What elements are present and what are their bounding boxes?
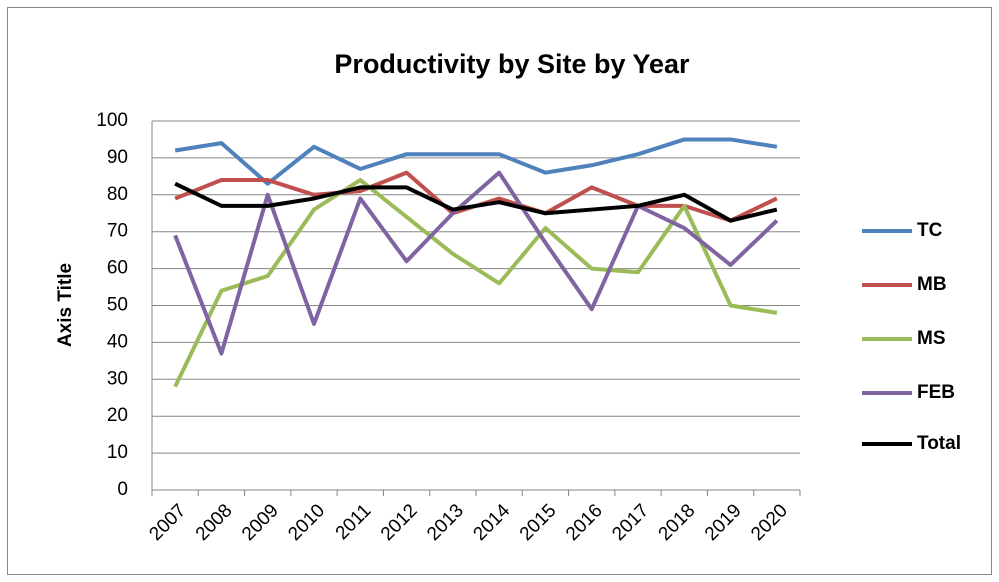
y-tick-label: 10 — [107, 442, 128, 463]
legend-label: TC — [917, 220, 943, 241]
y-tick-label: 70 — [107, 221, 128, 242]
y-tick-label: 0 — [117, 479, 128, 500]
series-line — [174, 137, 778, 186]
y-tick-label: 40 — [107, 331, 128, 352]
y-tick-label: 20 — [107, 405, 128, 426]
chart-title: Productivity by Site by Year — [334, 49, 690, 79]
series-line — [174, 181, 778, 223]
y-tick-label: 30 — [107, 368, 128, 389]
legend-label: MS — [917, 328, 946, 349]
y-tick-label: 60 — [107, 258, 128, 279]
y-tick-label: 90 — [107, 147, 128, 168]
y-tick-label: 100 — [96, 110, 128, 131]
legend-label: Total — [917, 433, 961, 454]
y-tick-label: 80 — [107, 184, 128, 205]
y-axis-title: Axis Title — [55, 263, 76, 347]
legend-label: FEB — [917, 382, 955, 403]
chart-border — [7, 7, 992, 575]
series-line — [173, 178, 778, 388]
legend-label: MB — [917, 274, 947, 295]
series-line — [173, 170, 779, 356]
y-tick-label: 50 — [107, 295, 128, 316]
